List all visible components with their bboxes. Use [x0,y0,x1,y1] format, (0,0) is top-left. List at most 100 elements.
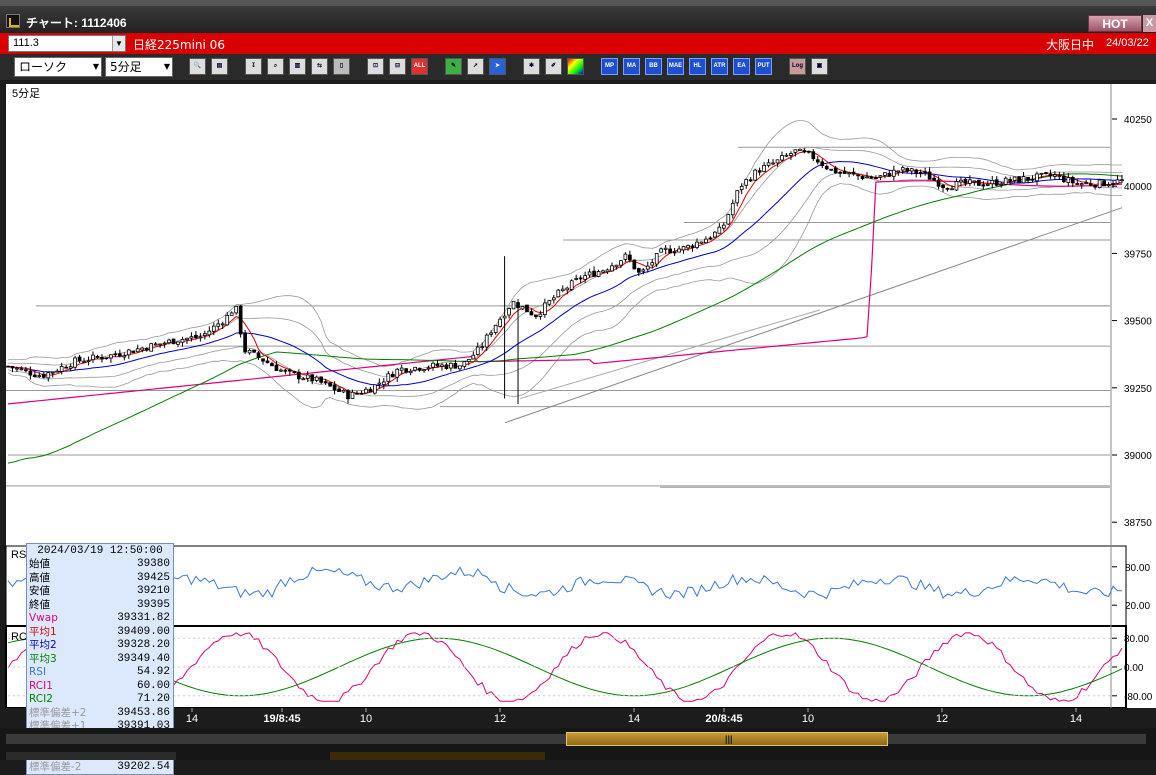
draw-line-icon[interactable]: ⌕ [267,58,284,75]
ea-icon[interactable]: EA [733,58,750,75]
price-tick-label: 40000 [1124,182,1152,193]
mp-icon[interactable]: MP [601,58,618,75]
arrow-icon[interactable]: ➤ [489,58,506,75]
hl-icon[interactable]: HL [689,58,706,75]
candle-up [601,270,605,273]
put-icon[interactable]: PUT [755,58,772,75]
candle-down [748,179,753,182]
candle-up [1066,177,1071,183]
candle-up [730,202,735,216]
candle-up [377,382,382,385]
info-row: 終値 39395 [27,599,173,613]
close-button[interactable]: X [1143,15,1156,32]
candle-down [516,302,520,309]
info-label: 平均1 [29,625,57,638]
chart-area[interactable]: 5分足 RSI RCI 40250 40000 39750 39500 39250 390… [0,80,1156,775]
hot-button[interactable]: HOT [1088,15,1142,32]
candle-up [654,253,659,265]
pencil-icon[interactable]: ✎ [445,58,462,75]
candle-down [874,177,878,180]
candle-up [475,346,480,355]
zoom-icon[interactable]: 🔍 [189,58,206,75]
info-value: 39409.00 [117,625,170,638]
symbol-name: 日経225mini 06 [133,38,225,52]
chart-toolbar: ローソク ▼ 5分足 ▼ 🔍 ▤ ↧ ⌕ ▥ ⇆ ▯ ⊡ ⊟ ALL ✎ ➚ ➤… [0,54,1156,80]
candle-down [368,388,373,393]
chevron-down-icon[interactable]: ▼ [112,36,125,51]
mark-icon[interactable]: ▯ [333,58,350,75]
atr-icon[interactable]: ATR [711,58,728,75]
stats-icon[interactable]: ⇆ [311,58,328,75]
candle-up [784,154,789,157]
candle-up [431,362,435,368]
scroll-thumb[interactable]: ||| [566,732,888,746]
candle-up [744,179,749,186]
candlestick-chart[interactable]: 5分足 RSI RCI 40250 40000 39750 39500 39250 390… [0,80,1156,728]
candle-down [690,245,695,248]
symbol-code: 111.3 [13,37,39,49]
candle-down [355,392,359,395]
interval-select[interactable]: 5分足 ▼ [105,57,173,77]
settings-gear-icon[interactable]: ✱ [523,58,540,75]
tool-icon[interactable]: ✐ [545,58,562,75]
rci2-series-line [7,637,1123,697]
candle-down [265,360,270,364]
candle-up [176,341,180,345]
candle-down [144,348,149,351]
candle-down [936,179,941,187]
ma-icon[interactable]: MA [623,58,640,75]
time-scrollbar[interactable]: ||| [0,728,1156,760]
candle-up [645,265,650,270]
pointer-icon[interactable]: ➚ [467,58,484,75]
rsi-pane[interactable] [5,545,1127,627]
candle-down [632,259,637,270]
shrink-icon[interactable]: ⊟ [389,58,406,75]
candle-down [811,151,816,159]
candle-up [771,162,775,165]
candle-up [726,214,731,225]
color-icon[interactable] [567,58,584,75]
candle-up [511,300,516,310]
candle-up [950,188,954,191]
candle-down [824,165,829,170]
candle-up [565,287,570,291]
candle-up [279,369,283,372]
info-label: 始値 [29,558,50,570]
candle-up [695,241,699,248]
candle-down [113,353,118,356]
price-tick-label: 39250 [1124,384,1152,395]
all-icon[interactable]: ALL [411,58,428,75]
candle-down [252,349,256,353]
split-icon[interactable]: ▥ [289,58,306,75]
ma1-series-line [7,150,1123,395]
info-row: 安値 39210 [27,585,173,599]
info-value: 39395 [136,598,170,611]
expand-icon[interactable]: ⊡ [367,58,384,75]
candle-down [1093,185,1098,188]
cursor-icon[interactable]: ↧ [245,58,262,75]
candle-up [140,347,145,351]
candle-up [1106,184,1111,187]
candle-up [1003,177,1008,185]
symbol-code-input[interactable]: 111.3 ▼ [8,35,126,52]
mae-icon[interactable]: MAE [667,58,684,75]
candle-down [820,161,825,166]
bb-icon[interactable]: BB [645,58,662,75]
time-tick-label: 10 [360,713,372,725]
overview-strip [330,752,545,760]
price-pane[interactable] [6,84,1126,546]
candle-down [757,170,762,173]
candle-up [167,339,171,344]
time-tick-label: 10 [802,713,814,725]
log-icon[interactable]: Log [789,58,806,75]
candle-up [641,269,646,272]
export-icon[interactable]: ▣ [811,58,828,75]
candle-down [95,355,100,358]
chart-type-select[interactable]: ローソク ▼ [14,57,102,77]
info-label: 平均3 [29,652,57,665]
table-icon[interactable]: ▤ [211,58,228,75]
info-value: 60.00 [136,679,170,692]
candle-up [373,384,377,394]
candle-up [1084,182,1089,185]
candle-down [534,314,538,318]
